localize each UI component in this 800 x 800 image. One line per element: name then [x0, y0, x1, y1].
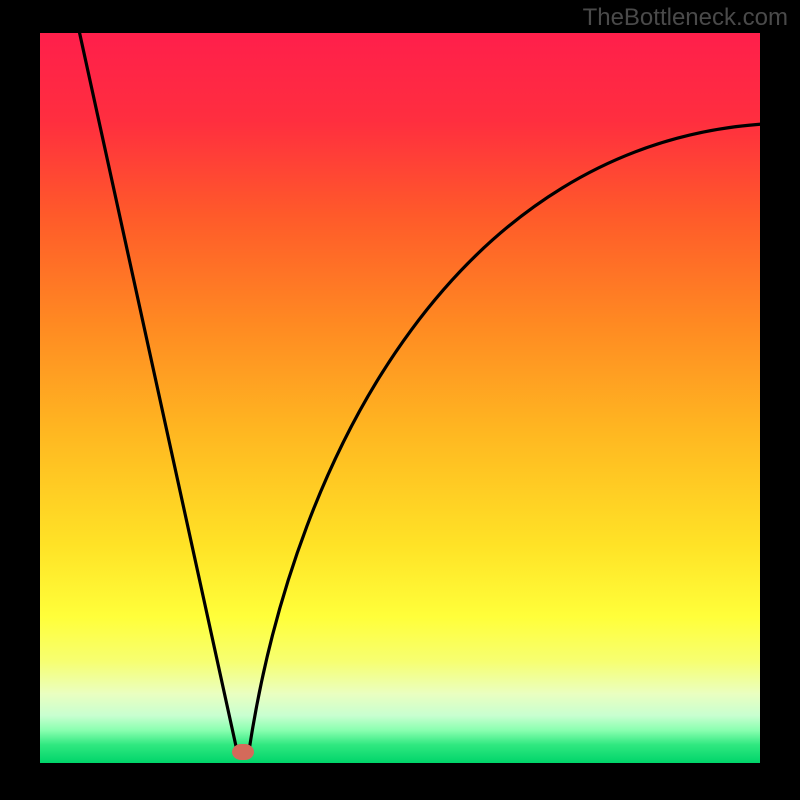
minimum-marker	[232, 744, 254, 760]
plot-area	[40, 33, 760, 763]
curve-svg	[40, 33, 760, 763]
watermark-text: TheBottleneck.com	[583, 4, 788, 32]
curve-right-segment	[249, 124, 760, 752]
curve-left-segment	[80, 33, 238, 752]
chart-container: TheBottleneck.com	[0, 0, 800, 800]
